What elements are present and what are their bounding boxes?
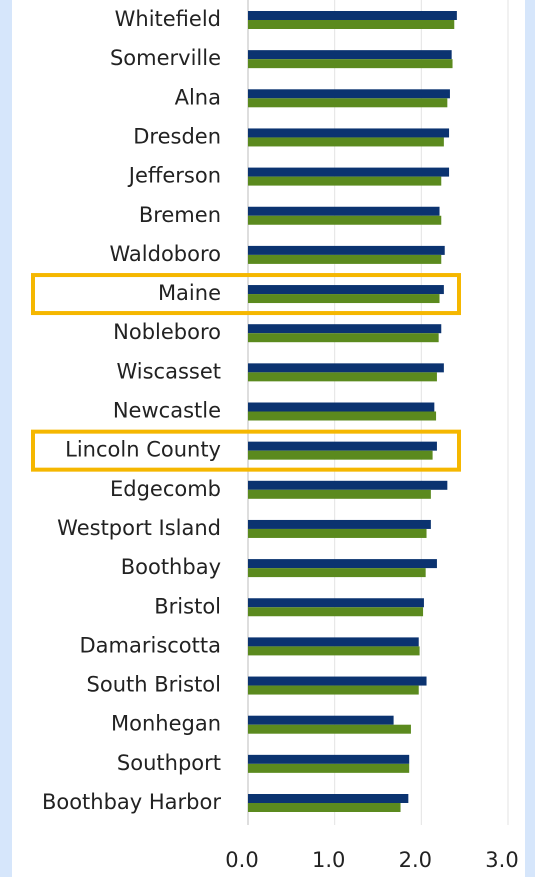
y-tick-label: South Bristol (87, 673, 221, 697)
bar (248, 441, 437, 451)
y-tick-label: Edgecomb (110, 477, 221, 501)
bar (248, 480, 448, 490)
y-tick-label: Nobleboro (113, 320, 221, 344)
bar (248, 803, 401, 812)
y-tick-label: Boothbay Harbor (42, 790, 221, 814)
y-tick-label: Westport Island (57, 516, 221, 540)
bar (248, 763, 410, 773)
bar (248, 294, 440, 304)
bar (248, 794, 409, 803)
bar (248, 519, 431, 529)
bar (248, 167, 450, 177)
y-tick-label: Somerville (110, 46, 221, 70)
bar (248, 137, 444, 147)
y-tick-label: Monhegan (111, 712, 221, 736)
bar (248, 402, 435, 412)
bar (248, 324, 442, 334)
bar (248, 676, 427, 686)
bar (248, 11, 457, 20)
y-tick-label: Bremen (139, 203, 221, 227)
y-tick-label: Damariscotta (79, 633, 221, 657)
bar (248, 637, 419, 647)
bar (248, 363, 444, 373)
bar (248, 559, 437, 569)
bar (248, 450, 433, 460)
x-tick-label: 3.0 (485, 848, 518, 872)
bar (248, 715, 394, 725)
bar (248, 568, 426, 578)
bar (248, 215, 442, 225)
y-tick-label: Newcastle (113, 399, 221, 423)
y-tick-label: Dresden (133, 124, 221, 148)
bar (248, 607, 424, 617)
y-tick-label: Maine (158, 281, 221, 305)
x-tick-label: 0.0 (225, 848, 258, 872)
bar (248, 333, 439, 343)
bar (248, 528, 427, 538)
y-tick-label: Alna (175, 85, 221, 109)
bar (248, 128, 450, 138)
bar (248, 20, 455, 29)
bar (248, 89, 450, 99)
highlight-box (31, 429, 461, 472)
bar (248, 206, 440, 216)
bar (248, 98, 448, 108)
y-tick-label: Lincoln County (65, 438, 221, 462)
y-tick-label: Whitefield (115, 7, 221, 31)
bar (248, 489, 431, 499)
y-tick-label: Boothbay (121, 555, 221, 579)
bar (248, 754, 410, 764)
y-tick-label: Jefferson (127, 164, 221, 188)
bar (248, 176, 442, 186)
bar (248, 50, 452, 60)
bar (248, 254, 442, 264)
y-tick-label: Southport (117, 751, 221, 775)
bar (248, 724, 411, 734)
bar (248, 372, 437, 382)
highlight-box (31, 273, 461, 316)
bar (248, 59, 453, 69)
y-tick-label: Waldoboro (109, 242, 221, 266)
bar (248, 285, 444, 295)
bar (248, 598, 424, 608)
bar (248, 685, 419, 695)
bar (248, 245, 445, 255)
y-tick-label: Wiscasset (116, 359, 221, 383)
x-tick-label: 2.0 (399, 848, 432, 872)
bar (248, 646, 420, 656)
y-tick-label: Bristol (154, 594, 221, 618)
bar (248, 411, 437, 421)
x-tick-label: 1.0 (312, 848, 345, 872)
